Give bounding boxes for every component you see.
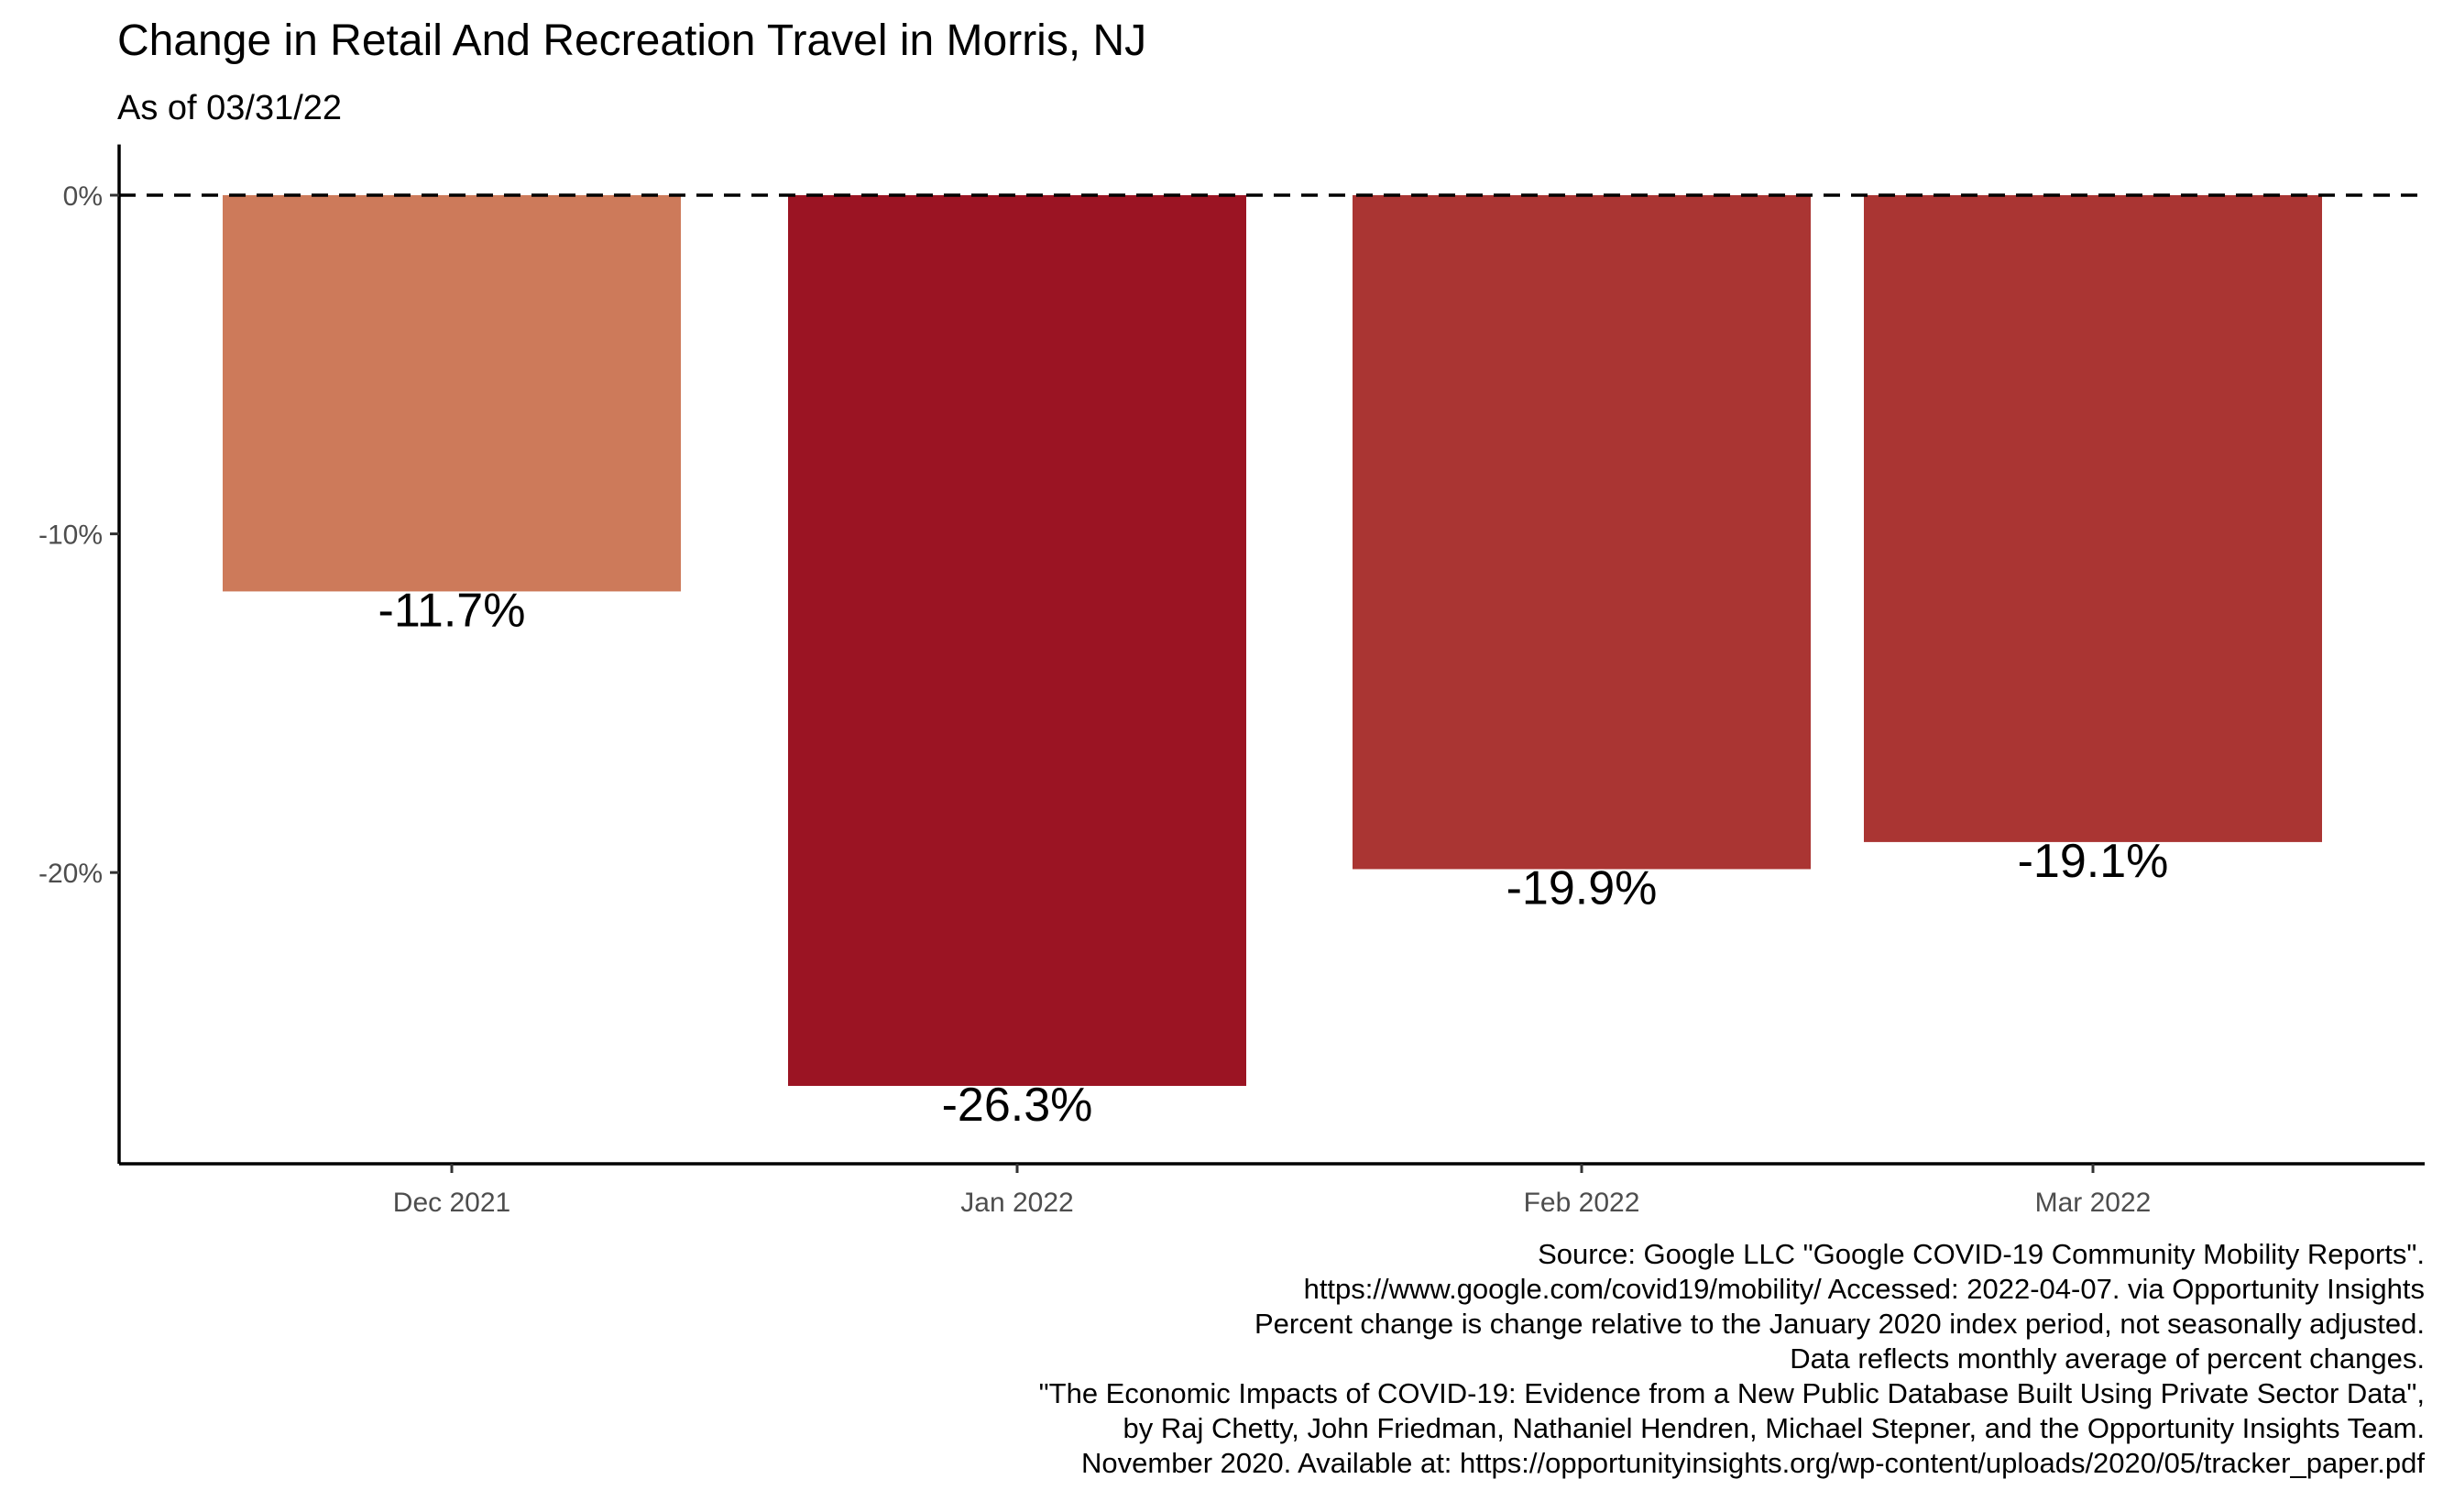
data-label: -19.1% (2018, 835, 2169, 888)
caption-line: Data reflects monthly average of percent… (1790, 1342, 2425, 1375)
chart-subtitle: As of 03/31/22 (117, 89, 342, 127)
caption-line: Percent change is change relative to the… (1254, 1308, 2425, 1340)
bars-layer (223, 195, 2322, 1086)
data-label: -26.3% (942, 1079, 1093, 1132)
caption-line: https://www.google.com/covid19/mobility/… (1304, 1273, 2425, 1305)
bar-dec-2021 (223, 195, 681, 592)
bar-mar-2022 (1864, 195, 2322, 842)
labels-layer: -11.7% -26.3% -19.9% -19.1% (378, 584, 2169, 1132)
bar-jan-2022 (788, 195, 1246, 1086)
x-tick-label: Mar 2022 (2035, 1188, 2152, 1218)
y-tick-label: 0% (63, 181, 103, 212)
caption: Source: Google LLC "Google COVID-19 Comm… (1039, 1238, 2426, 1479)
data-label: -11.7% (378, 584, 526, 637)
x-tick-label: Dec 2021 (393, 1188, 510, 1218)
x-tick-label: Jan 2022 (960, 1188, 1073, 1218)
bar-feb-2022 (1353, 195, 1811, 870)
caption-line: by Raj Chetty, John Friedman, Nathaniel … (1123, 1412, 2425, 1444)
caption-line: November 2020. Available at: https://opp… (1081, 1447, 2425, 1479)
chart-title: Change in Retail And Recreation Travel i… (117, 16, 1146, 65)
y-tick-label: -10% (38, 520, 103, 551)
caption-line: "The Economic Impacts of COVID-19: Evide… (1039, 1377, 2425, 1409)
caption-line: Source: Google LLC "Google COVID-19 Comm… (1538, 1238, 2425, 1270)
data-label: -19.9% (1506, 861, 1658, 915)
y-tick-label: -20% (38, 859, 103, 889)
x-tick-label: Feb 2022 (1524, 1188, 1640, 1218)
axes-layer: 0% -10% -20% Dec 2021 Jan 2022 Feb 2022 Mar 20… (38, 144, 2425, 1218)
